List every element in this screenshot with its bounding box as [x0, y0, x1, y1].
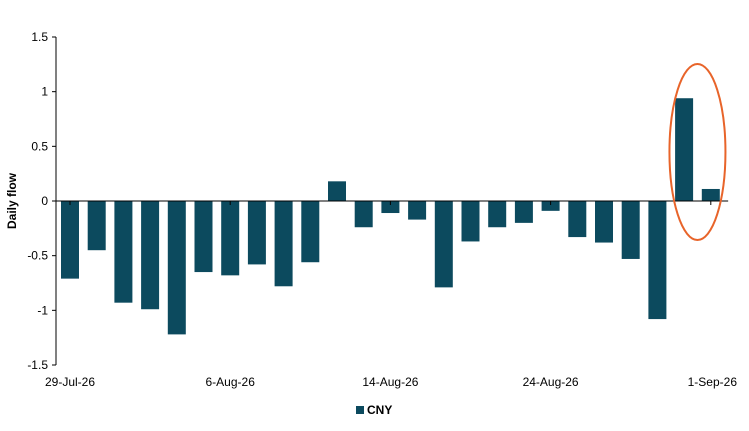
- y-tick-label: 0: [41, 194, 48, 208]
- x-tick-label: 24-Aug-26: [523, 375, 579, 389]
- bar-20: [595, 201, 613, 243]
- bar-6: [221, 201, 240, 276]
- bar-12: [381, 201, 400, 214]
- bar-2: [114, 201, 133, 303]
- y-tick-label: -0.5: [27, 249, 48, 263]
- bar-0: [61, 201, 79, 279]
- bar-16: [488, 201, 507, 228]
- bar-9: [301, 201, 320, 263]
- y-tick-label: 1.5: [31, 30, 48, 44]
- bar-10: [328, 181, 346, 201]
- x-tick-label: 29-Jul-26: [45, 375, 95, 389]
- bar-22: [648, 201, 667, 320]
- bar-24: [701, 188, 720, 201]
- bar-18: [541, 201, 560, 211]
- bar-23: [675, 98, 694, 201]
- legend-swatch-cny: [356, 406, 364, 414]
- y-tick-label: 1: [41, 85, 48, 99]
- x-tick-label: 1-Sep-26: [688, 375, 738, 389]
- bar-13: [408, 201, 427, 220]
- bars-layer: [61, 98, 720, 335]
- bar-14: [434, 201, 453, 288]
- highlight-ellipse: [668, 63, 727, 241]
- y-tick-label: -1.5: [27, 358, 48, 372]
- x-tick-label: 14-Aug-26: [362, 375, 418, 389]
- bar-4: [167, 201, 186, 335]
- axes-layer: [55, 37, 729, 365]
- bar-17: [514, 201, 533, 223]
- bar-8: [274, 201, 293, 287]
- bar-21: [621, 201, 640, 259]
- x-axis-ticks: 29-Jul-26 6-Aug-26 14-Aug-26 24-Aug-26 1-Sep…: [45, 201, 737, 389]
- bar-7: [247, 201, 266, 265]
- y-axis-title: Daily flow: [5, 172, 19, 229]
- legend: CNY: [356, 403, 392, 417]
- y-tick-label: 0.5: [31, 139, 48, 153]
- y-tick-label: -1: [37, 303, 48, 317]
- bar-5: [194, 201, 213, 273]
- bar-19: [568, 201, 587, 238]
- bar-15: [461, 201, 480, 242]
- legend-label-cny: CNY: [367, 403, 392, 417]
- bar-3: [141, 201, 160, 310]
- bar-1: [87, 201, 106, 251]
- y-axis-ticks: 1.5 1 0.5 0 -0.5 -1 -1.5: [27, 30, 56, 372]
- x-tick-label: 6-Aug-26: [206, 375, 256, 389]
- bar-11: [354, 201, 373, 228]
